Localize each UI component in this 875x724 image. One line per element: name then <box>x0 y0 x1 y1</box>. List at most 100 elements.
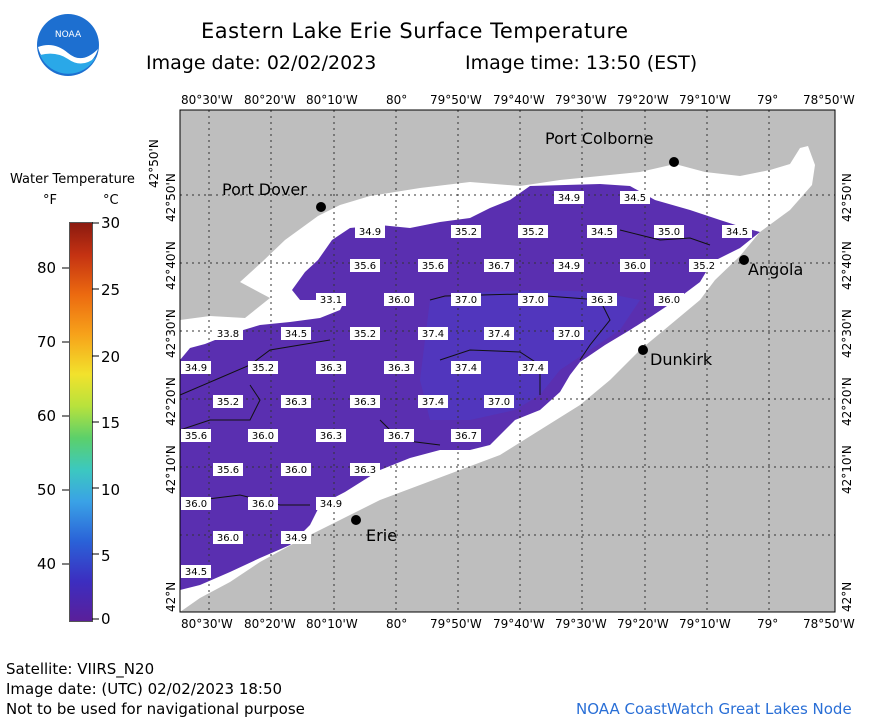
satellite-label: Satellite: VIIRS_N20 <box>6 660 155 678</box>
lat-right-label: 42°50'N <box>840 173 854 222</box>
lon-bottom-label: 80° <box>386 617 408 631</box>
temp-label: 36.0 <box>181 497 211 510</box>
legend-c-30: 30 <box>101 214 121 232</box>
svg-text:34.5: 34.5 <box>624 193 646 204</box>
svg-text:35.6: 35.6 <box>354 261 376 272</box>
svg-text:35.6: 35.6 <box>217 465 239 476</box>
temp-label: 33.1 <box>316 293 346 306</box>
temp-label: 34.9 <box>554 191 584 204</box>
legend-unit-f: °F <box>43 193 57 208</box>
temp-label: 37.4 <box>451 361 481 374</box>
port-colborne-label: Port Colborne <box>545 129 653 148</box>
temp-label: 34.5 <box>722 225 752 238</box>
svg-text:34.5: 34.5 <box>185 567 207 578</box>
lat-right-label: 42°40'N <box>840 241 854 290</box>
utc-date-label: Image date: (UTC) 02/02/2023 18:50 <box>6 680 283 698</box>
legend-f-80: 80 <box>37 259 57 277</box>
logo-text: NOAA <box>55 30 82 40</box>
svg-text:36.3: 36.3 <box>388 363 410 374</box>
legend-f-ticks <box>62 222 69 620</box>
svg-text:36.3: 36.3 <box>591 295 613 306</box>
temp-label: 35.6 <box>350 259 380 272</box>
map-title: Eastern Lake Erie Surface Temperature <box>201 19 629 43</box>
temp-label: 36.7 <box>451 429 481 442</box>
lat-left-label: 42°40'N <box>164 241 178 290</box>
svg-text:34.9: 34.9 <box>558 193 580 204</box>
lat-left-label: 42°30'N <box>164 309 178 358</box>
svg-text:34.9: 34.9 <box>359 227 381 238</box>
port-colborne-marker <box>669 157 679 167</box>
temp-label: 37.4 <box>418 395 448 408</box>
svg-text:33.1: 33.1 <box>320 295 342 306</box>
temp-label: 36.3 <box>316 429 346 442</box>
temp-label: 34.9 <box>181 361 211 374</box>
temp-label: 37.0 <box>451 293 481 306</box>
dunkirk-label: Dunkirk <box>650 350 713 369</box>
lat-left-label: 42°N <box>164 581 178 612</box>
temp-label: 37.4 <box>518 361 548 374</box>
lon-bottom-label: 79° <box>757 617 779 631</box>
temp-label: 36.0 <box>213 531 243 544</box>
temp-label: 35.6 <box>213 463 243 476</box>
temp-label: 36.3 <box>350 463 380 476</box>
svg-text:36.3: 36.3 <box>320 431 342 442</box>
lat-left-label: 42°50'N <box>147 139 161 188</box>
svg-text:36.3: 36.3 <box>285 397 307 408</box>
temp-label: 34.5 <box>620 191 650 204</box>
temp-label: 36.3 <box>281 395 311 408</box>
svg-text:34.5: 34.5 <box>591 227 613 238</box>
lon-bottom-label: 79°10'W <box>679 617 731 631</box>
water-warm-core <box>420 290 640 420</box>
svg-text:37.4: 37.4 <box>522 363 544 374</box>
temp-label: 33.8 <box>213 327 243 340</box>
angola-label: Angola <box>748 260 803 279</box>
place-labels: Port Colborne Port Dover Angola Dunkirk … <box>222 129 803 545</box>
contour-lines <box>179 229 711 506</box>
lon-top-label: 80°10'W <box>306 93 358 107</box>
lat-left-label: 42°10'N <box>164 445 178 494</box>
credit-label: NOAA CoastWatch Great Lakes Node <box>576 700 852 718</box>
legend-f-70: 70 <box>37 333 57 351</box>
lon-top-label: 79° <box>757 93 779 107</box>
svg-text:35.2: 35.2 <box>354 329 376 340</box>
temp-label: 36.7 <box>484 259 514 272</box>
svg-text:36.7: 36.7 <box>488 261 510 272</box>
erie-label: Erie <box>366 526 397 545</box>
temp-label: 36.3 <box>384 361 414 374</box>
svg-text:36.0: 36.0 <box>658 295 680 306</box>
temp-label: 37.0 <box>484 395 514 408</box>
svg-text:36.3: 36.3 <box>354 465 376 476</box>
temp-label: 35.2 <box>518 225 548 238</box>
legend-unit-c: °C <box>103 193 119 208</box>
temp-label: 36.0 <box>248 497 278 510</box>
lon-bottom-label: 80°30'W <box>181 617 233 631</box>
svg-text:35.0: 35.0 <box>658 227 680 238</box>
svg-text:37.0: 37.0 <box>488 397 510 408</box>
legend-c-ticks <box>92 222 99 620</box>
lon-top-label: 80°30'W <box>181 93 233 107</box>
lat-left-label: 42°50'N <box>164 173 178 222</box>
svg-text:36.3: 36.3 <box>354 397 376 408</box>
svg-text:36.0: 36.0 <box>217 533 239 544</box>
lon-top-label: 80° <box>386 93 408 107</box>
lat-right-label: 42°20'N <box>840 377 854 426</box>
temp-label: 36.0 <box>384 293 414 306</box>
image-time: Image time: 13:50 (EST) <box>465 52 698 74</box>
temp-label: 37.4 <box>484 327 514 340</box>
svg-text:36.7: 36.7 <box>388 431 410 442</box>
port-dover-marker <box>316 202 326 212</box>
temp-label: 35.6 <box>181 429 211 442</box>
svg-text:34.5: 34.5 <box>285 329 307 340</box>
temp-label: 35.2 <box>689 259 719 272</box>
svg-text:33.8: 33.8 <box>217 329 239 340</box>
svg-text:36.3: 36.3 <box>320 363 342 374</box>
noaa-logo-icon: NOAA <box>36 13 100 81</box>
svg-text:36.0: 36.0 <box>252 431 274 442</box>
legend-title: Water Temperature <box>10 172 135 187</box>
temperature-labels: 34.9 34.5 34.9 35.2 35.2 34.5 35.0 34.5 … <box>181 191 752 578</box>
legend-c-20: 20 <box>101 348 121 366</box>
temp-label: 34.9 <box>355 225 385 238</box>
lon-top-label: 79°50'W <box>430 93 482 107</box>
lon-bottom-label: 79°20'W <box>617 617 669 631</box>
temp-label: 34.5 <box>181 565 211 578</box>
